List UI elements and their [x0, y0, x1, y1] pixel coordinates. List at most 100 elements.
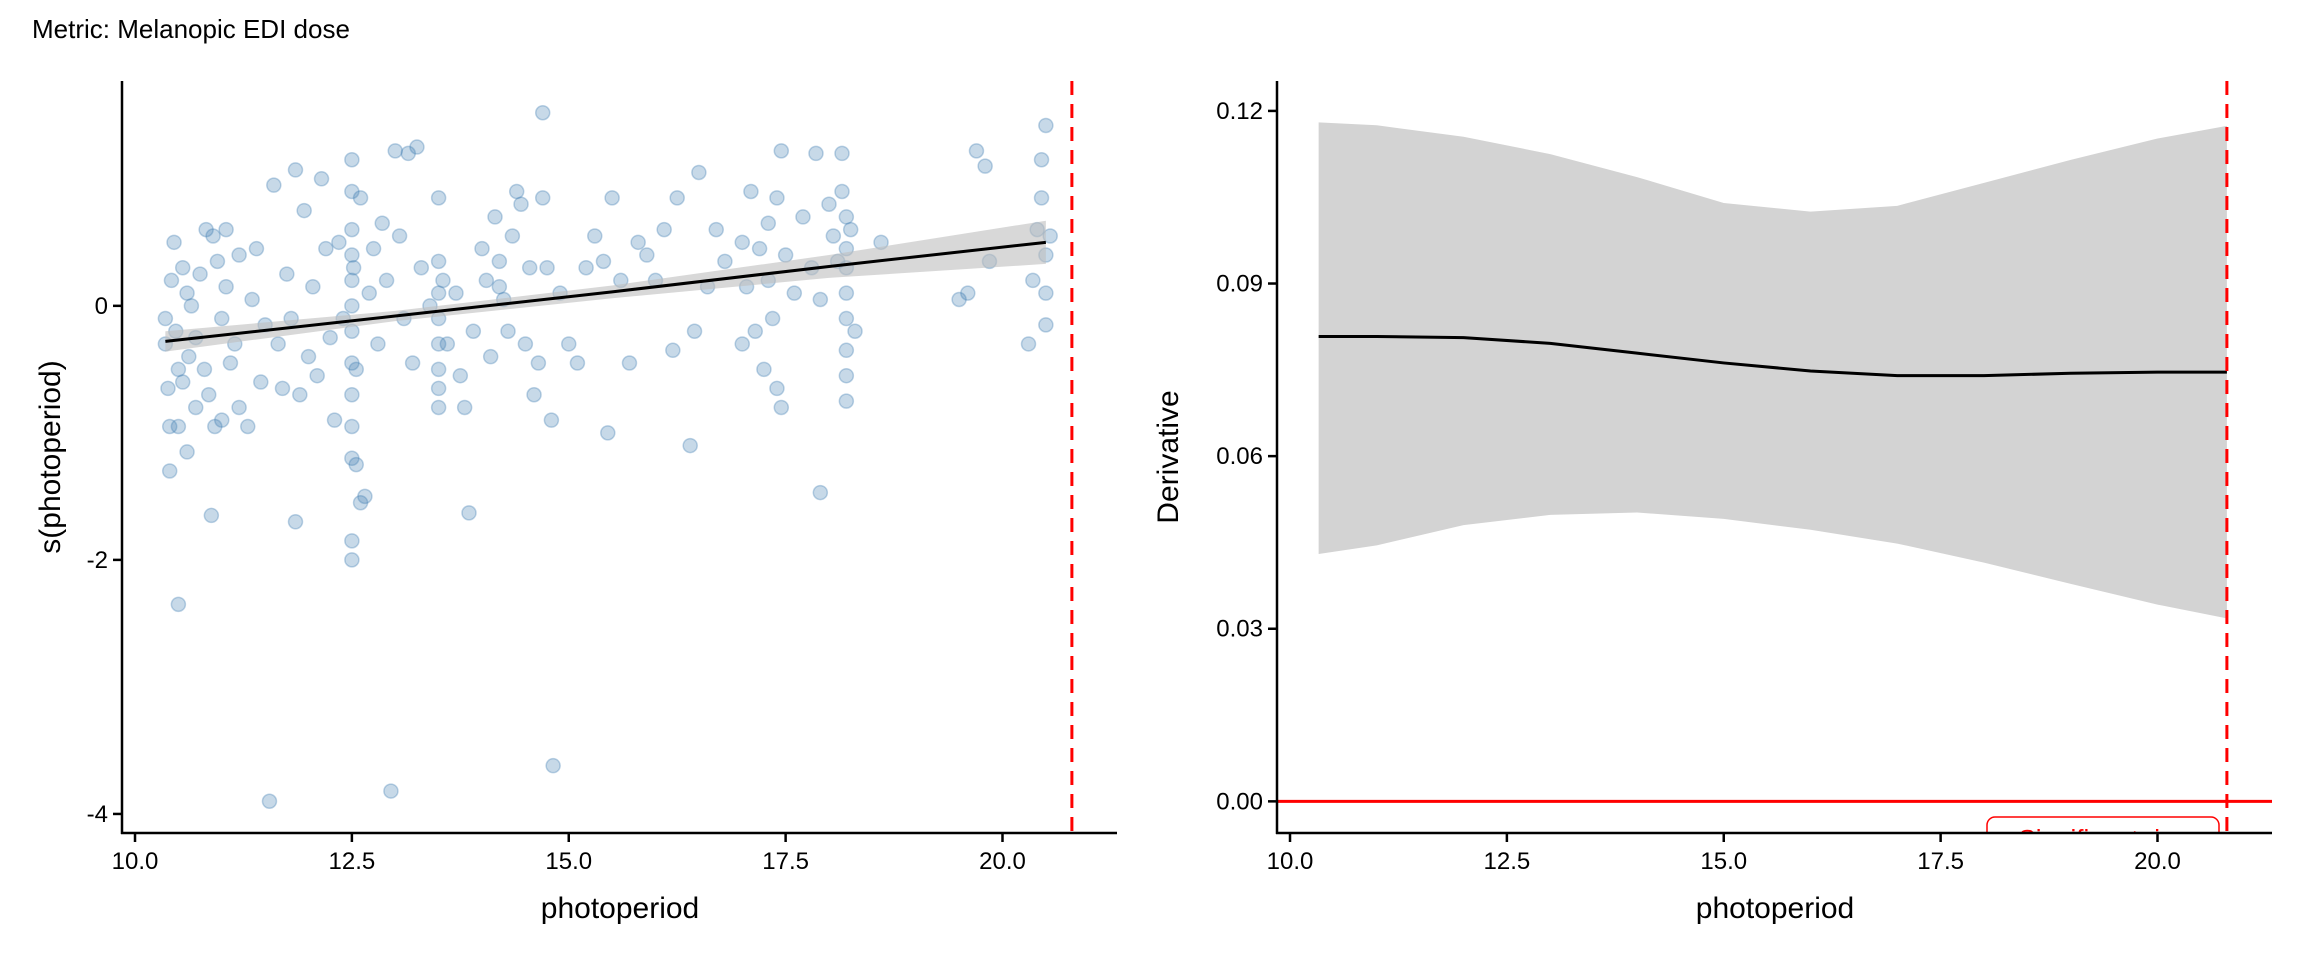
scatter-point	[669, 190, 685, 206]
scatter-point	[838, 342, 855, 359]
scatter-point	[812, 291, 829, 308]
scatter-point	[170, 596, 187, 613]
scatter-point	[847, 323, 863, 339]
scatter-point	[270, 336, 286, 352]
scatter-point	[244, 291, 260, 308]
derivative-line	[1318, 334, 2227, 378]
scatter-point	[812, 484, 829, 501]
scatter-point	[161, 418, 178, 435]
scatter-point	[404, 355, 421, 371]
scatter-point	[691, 164, 707, 181]
scatter-point	[1025, 272, 1041, 289]
scatter-point	[430, 361, 447, 378]
scatter-point	[543, 412, 560, 428]
scatter-point	[344, 183, 360, 200]
confidence-band	[165, 220, 1046, 352]
scatter-point	[400, 145, 417, 162]
scatter-point	[205, 228, 221, 244]
scatter-point	[430, 190, 447, 206]
scatter-point	[569, 355, 586, 371]
scatter-point	[409, 139, 425, 155]
scatter-point	[318, 240, 334, 257]
x-tick-label: 20.0	[979, 848, 1026, 875]
scatter-point	[166, 234, 182, 251]
scatter-point	[157, 310, 174, 327]
scatter-point	[200, 387, 217, 403]
scatter-point	[344, 387, 360, 403]
scatter-point	[313, 171, 330, 187]
y-tick-label: 0.00	[1216, 788, 1263, 815]
scatter-point	[378, 272, 395, 289]
scatter-point	[808, 145, 824, 162]
scatter-point	[461, 505, 477, 521]
scatter-point	[344, 355, 360, 371]
y-tick-label: 0.03	[1216, 616, 1263, 643]
scatter-point	[751, 240, 768, 257]
left-y-axis-title: s(photoperiod)	[34, 360, 67, 553]
scatter-point	[838, 310, 855, 327]
scatter-point	[717, 253, 733, 270]
x-tick-label: 10.0	[1267, 848, 1314, 875]
scatter-point	[665, 342, 681, 359]
x-tick-label: 10.0	[112, 848, 159, 875]
scatter-point	[292, 387, 308, 403]
scatter-point	[769, 380, 785, 397]
scatter-point	[773, 399, 790, 416]
scatter-point	[478, 272, 495, 289]
scatter-point	[1038, 117, 1054, 134]
scatter-point	[222, 355, 239, 371]
scatter-point	[534, 105, 551, 121]
scatter-point	[391, 228, 408, 244]
scatter-point	[174, 374, 191, 390]
scatter-point	[487, 209, 503, 225]
scatter-point	[773, 143, 790, 159]
scatter-point	[209, 253, 226, 270]
scatter-point	[777, 247, 794, 263]
scatter-point	[344, 221, 360, 238]
scatter-point	[430, 380, 447, 397]
scatter-point	[357, 488, 373, 505]
scatter-point	[163, 272, 180, 289]
scatter-point	[287, 514, 304, 530]
scatter-point	[344, 552, 360, 568]
scatter-point	[795, 209, 811, 225]
scatter-point	[279, 266, 295, 282]
scatter-point	[370, 336, 386, 352]
scatter-point	[331, 234, 347, 251]
scatter-point	[439, 336, 456, 352]
scatter-point	[842, 221, 859, 238]
scatter-point	[491, 253, 508, 270]
scatter-point	[600, 425, 616, 441]
scatter-point	[305, 279, 321, 295]
scatter-point	[374, 215, 390, 232]
scatter-point	[214, 310, 230, 327]
scatter-point	[361, 285, 377, 301]
scatter-point	[539, 259, 555, 276]
scatter-point	[1020, 336, 1037, 352]
scatter-point	[348, 361, 364, 378]
scatter-point	[344, 533, 360, 549]
scatter-point	[435, 272, 451, 289]
x-tick-label: 15.0	[1700, 848, 1747, 875]
scatter-point	[345, 259, 362, 276]
scatter-point	[786, 285, 803, 301]
scatter-point	[352, 494, 369, 511]
scatter-point	[621, 355, 638, 371]
scatter-point	[951, 291, 967, 308]
scatter-point	[383, 783, 399, 799]
scatter-point	[261, 793, 278, 809]
scatter-point	[968, 143, 985, 159]
scatter-point	[161, 463, 178, 479]
smooth-fit-line	[165, 240, 1047, 343]
scatter-point	[322, 329, 338, 346]
confidence-band	[1318, 122, 2227, 619]
scatter-point	[530, 355, 547, 371]
scatter-point	[686, 323, 703, 339]
scatter-point	[595, 253, 612, 270]
scatter-point	[534, 190, 551, 206]
scatter-point	[344, 272, 360, 289]
x-tick-label: 17.5	[1917, 848, 1964, 875]
scatter-point	[344, 247, 360, 263]
scatter-point	[179, 444, 195, 460]
scatter-point	[196, 361, 213, 378]
